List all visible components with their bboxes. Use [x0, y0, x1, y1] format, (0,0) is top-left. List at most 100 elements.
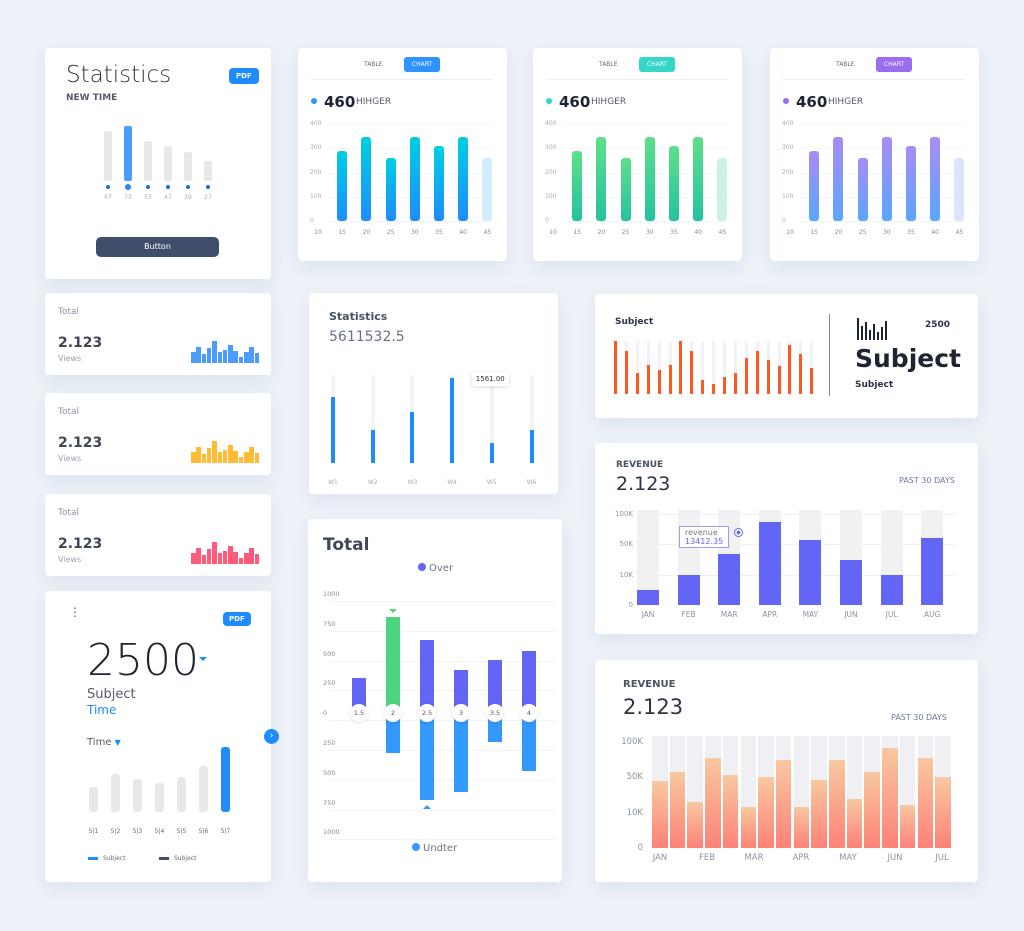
- y-tick: 10K: [626, 807, 643, 818]
- chart-bar: [717, 157, 728, 221]
- headline-value: 460: [559, 93, 591, 111]
- card-value: 5611532.5: [329, 329, 405, 345]
- subject-bar: [646, 364, 650, 394]
- y-tick: 0: [310, 217, 314, 225]
- grid-line: [330, 809, 555, 811]
- chart-bar: [434, 145, 444, 221]
- stats-label: 27: [204, 194, 212, 201]
- subject-bar: [799, 354, 803, 394]
- subject-track: [701, 341, 705, 394]
- spark-bar: [222, 449, 228, 463]
- y-tick: 250: [323, 739, 336, 747]
- card-label: Total: [58, 508, 80, 518]
- period-label[interactable]: PAST 30 DAYS: [891, 713, 947, 722]
- period-label[interactable]: PAST 30 DAYS: [899, 476, 955, 485]
- month-label: MAR: [720, 610, 738, 619]
- legend-label: Over: [429, 563, 454, 574]
- subject-track: [712, 341, 716, 394]
- grid-line: [330, 779, 555, 781]
- time-bar: [89, 787, 98, 812]
- chart-bar: [482, 157, 493, 221]
- time-x-label: 5|7: [220, 828, 231, 835]
- chart-bar: [409, 137, 420, 221]
- subject-number: 2500: [925, 320, 951, 330]
- next-button[interactable]: ›: [264, 729, 279, 744]
- legend-swatch: [159, 857, 169, 860]
- more-menu-icon[interactable]: ⋮: [69, 605, 81, 619]
- card-title: Total: [323, 535, 370, 555]
- week-bar: [450, 377, 455, 463]
- weekly-statistics-card: Statistics 5611532.5 W1 W2 W3 W4 W5 1561.00 W6: [309, 293, 558, 494]
- action-button[interactable]: Button: [96, 237, 219, 257]
- spark-bar: [201, 555, 207, 564]
- grid-line: [330, 690, 555, 692]
- stats-dot: [206, 185, 210, 189]
- tab-table[interactable]: TABLE: [364, 61, 383, 68]
- legend-label: Subject: [174, 855, 197, 862]
- pdf-button[interactable]: PDF: [229, 68, 259, 84]
- statistics-card: Statistics NEW TIME PDF Button 67 73 53 47 3…: [45, 48, 271, 279]
- chart-bar: [385, 157, 396, 221]
- y-tick: 1000: [323, 590, 340, 598]
- revenue-bar: [917, 758, 933, 848]
- under-bar: [454, 713, 468, 793]
- value-dropdown-icon[interactable]: [199, 657, 207, 665]
- card-title: Statistics: [329, 310, 388, 323]
- revenue-bar: [740, 806, 756, 848]
- subject-label: Subject: [87, 687, 136, 702]
- revenue-bar: [899, 804, 916, 848]
- subject-small-label: Subject: [855, 380, 894, 390]
- headline-value: 460: [796, 93, 828, 111]
- card-label: Subject: [615, 317, 654, 327]
- tab-chart[interactable]: CHART: [639, 57, 675, 72]
- subject-bar: [712, 384, 716, 394]
- revenue-bar: [846, 798, 863, 848]
- tab-divider: [783, 79, 965, 80]
- time-dropdown[interactable]: Time ▼: [87, 737, 121, 748]
- spark-bar: [238, 557, 244, 564]
- stats-dot: [186, 185, 190, 189]
- week-label: W3: [407, 479, 418, 486]
- y-tick: 100: [310, 192, 322, 200]
- stats-bar: [164, 145, 172, 181]
- legend-dot: [418, 563, 426, 571]
- tooltip-point-icon: [734, 528, 743, 537]
- under-bar: [420, 713, 434, 801]
- y-tick: 250: [323, 679, 336, 688]
- revenue-bar: [882, 748, 898, 848]
- grid-line: [330, 630, 555, 632]
- tab-chart[interactable]: CHART: [404, 57, 440, 72]
- y-tick: 100K: [615, 510, 633, 518]
- chart-bar: [361, 137, 372, 221]
- headline-value: 460: [324, 93, 356, 111]
- subject-track: [723, 341, 726, 394]
- week-track: [489, 375, 494, 463]
- x-tick: 45: [718, 229, 727, 236]
- stats-label: 53: [144, 194, 152, 201]
- headline-label: HIHGER: [828, 97, 864, 107]
- over-bar: [454, 670, 468, 713]
- tab-chart[interactable]: CHART: [876, 57, 912, 72]
- card-title: Statistics: [66, 62, 172, 88]
- y-tick: 500: [323, 649, 336, 658]
- x-tick: 35: [435, 229, 443, 236]
- tab-table[interactable]: TABLE: [836, 61, 855, 68]
- pdf-button[interactable]: PDF: [223, 612, 251, 626]
- card-title: REVENUE: [623, 679, 676, 690]
- total-chart-card: Total Over Undter 1000 750 500 250 0 250 500 75…: [308, 519, 562, 882]
- revenue-bar: [758, 521, 781, 605]
- revenue-bar: [793, 807, 810, 848]
- spark-bar: [217, 352, 223, 363]
- y-tick: 10K: [619, 570, 634, 579]
- x-tick: 20: [362, 229, 371, 236]
- tab-table[interactable]: TABLE: [599, 61, 618, 68]
- spark-bar: [244, 352, 249, 363]
- subject-bar: [614, 341, 617, 394]
- legend-label: Subject: [103, 855, 126, 862]
- grid-line: [639, 514, 955, 515]
- chart-bar: [693, 137, 704, 221]
- y-tick: 300: [782, 144, 794, 152]
- grid-line: [330, 750, 555, 751]
- y-tick: 300: [310, 144, 322, 152]
- subject-bar: [744, 357, 748, 394]
